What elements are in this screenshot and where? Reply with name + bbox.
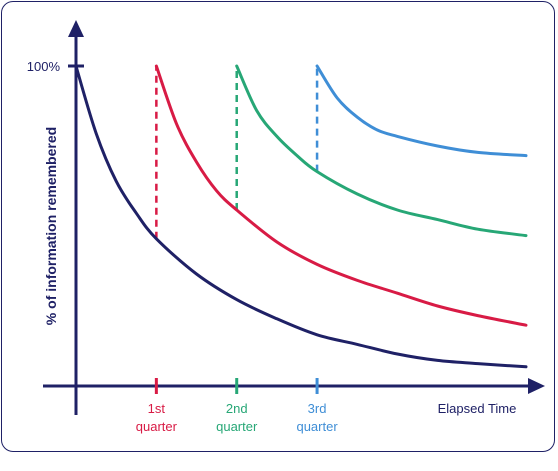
series-curve (235, 64, 528, 238)
y-axis-arrow (68, 20, 84, 37)
series-curve (315, 64, 528, 158)
x-tick-label: quarter (296, 419, 338, 434)
x-axis-label: Elapsed Time (438, 401, 517, 416)
x-tick-label: quarter (136, 419, 178, 434)
x-tick-label: 2nd (226, 401, 248, 416)
x-tick-label: 3rd (308, 401, 327, 416)
x-tick-label: quarter (216, 419, 258, 434)
y-axis-label: % of information remembered (43, 127, 59, 325)
x-tick-label: 1st (148, 401, 166, 416)
series-curve (154, 64, 528, 327)
x-axis-arrow (528, 378, 545, 394)
y-tick-label: 100% (27, 59, 61, 74)
series-curve (74, 64, 528, 369)
chart-frame (1, 1, 555, 452)
